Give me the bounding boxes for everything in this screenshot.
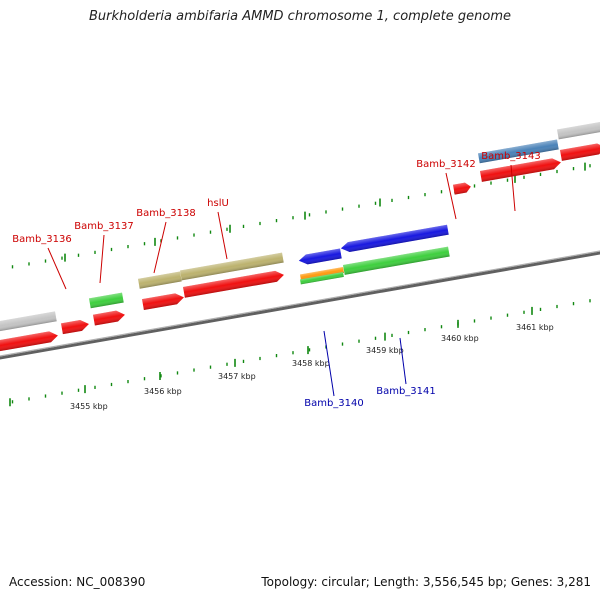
gene-label: Bamb_3140 — [304, 398, 364, 409]
gene-shade — [0, 311, 57, 332]
gene-shade — [478, 139, 559, 164]
leader-line — [445, 172, 457, 220]
gene-shade — [560, 143, 600, 161]
gene-label: Bamb_3136 — [12, 234, 72, 245]
gene-feature[interactable] — [300, 271, 344, 285]
gene-shade — [0, 331, 58, 352]
gene-feature[interactable] — [557, 121, 600, 140]
tick-label: 3457 kbp — [218, 372, 256, 381]
leader-line — [510, 164, 516, 212]
gene-feature[interactable] — [89, 292, 124, 309]
gene-feature[interactable] — [298, 248, 342, 266]
gene-shade — [138, 271, 182, 289]
tick-label: 3460 kbp — [441, 334, 479, 343]
accession-text: Accession: NC_008390 — [9, 575, 146, 589]
gene-label: Bamb_3141 — [376, 386, 436, 397]
gene-shade — [89, 292, 124, 309]
gene-shade — [557, 121, 600, 140]
leader-line — [323, 330, 335, 397]
gene-feature[interactable] — [300, 266, 345, 281]
gene-shade — [61, 319, 89, 335]
tick-label: 3459 kbp — [366, 346, 404, 355]
gene-label: Bamb_3137 — [74, 221, 134, 232]
gene-feature[interactable] — [343, 246, 450, 275]
leader-line — [99, 234, 105, 284]
scale-tick-labels: 3455 kbp 3456 kbp 3457 kbp 3458 kbp 3459 kbp… — [70, 323, 554, 411]
tick-label: 3456 kbp — [144, 387, 182, 396]
gene-shade — [453, 182, 471, 195]
gene-shade — [298, 248, 342, 265]
gene-feature[interactable] — [340, 224, 449, 254]
gene-shade — [300, 266, 345, 281]
gene-feature[interactable] — [93, 309, 126, 326]
gene-feature[interactable] — [478, 139, 559, 164]
label-leader-lines — [47, 164, 516, 397]
gene-label: Bamb_3143 — [481, 151, 541, 162]
gene-feature[interactable] — [0, 311, 57, 332]
gene-label: Bamb_3142 — [416, 159, 476, 170]
gene-shade — [343, 246, 450, 275]
gene-shade — [480, 158, 561, 182]
gene-feature[interactable] — [560, 142, 600, 161]
gene-label: Bamb_3138 — [136, 208, 196, 219]
gene-features[interactable] — [0, 121, 600, 352]
gene-feature[interactable] — [0, 330, 59, 352]
tick-label: 3455 kbp — [70, 402, 108, 411]
gene-feature[interactable] — [180, 252, 284, 281]
backbone-line-light — [0, 250, 600, 357]
tick-label: 3458 kbp — [292, 359, 330, 368]
backbone-line-dark — [0, 251, 600, 360]
gene-shade — [300, 271, 344, 285]
gene-shade — [183, 270, 284, 298]
dotted-guides — [11, 164, 591, 404]
gene-feature[interactable] — [142, 292, 185, 310]
gene-shade — [340, 224, 449, 252]
tick-label: 3461 kbp — [516, 323, 554, 332]
gene-feature[interactable] — [138, 271, 182, 289]
leader-line — [217, 211, 228, 260]
gene-feature[interactable] — [183, 269, 285, 298]
gene-shade — [180, 252, 284, 281]
genome-summary-text: Topology: circular; Length: 3,556,545 bp… — [261, 575, 591, 589]
gene-label: hslU — [207, 198, 229, 209]
leader-line — [399, 337, 407, 385]
scale-ticks — [9, 162, 586, 407]
gene-feature[interactable] — [480, 157, 562, 182]
leader-line — [47, 247, 67, 290]
gene-shade — [93, 310, 125, 326]
gene-feature[interactable] — [453, 182, 472, 195]
chromosome-backbone — [0, 250, 600, 360]
map-title: Burkholderia ambifaria AMMD chromosome 1… — [88, 9, 512, 24]
leader-line — [153, 221, 167, 274]
gene-shade — [142, 293, 184, 310]
gene-feature[interactable] — [61, 319, 90, 335]
